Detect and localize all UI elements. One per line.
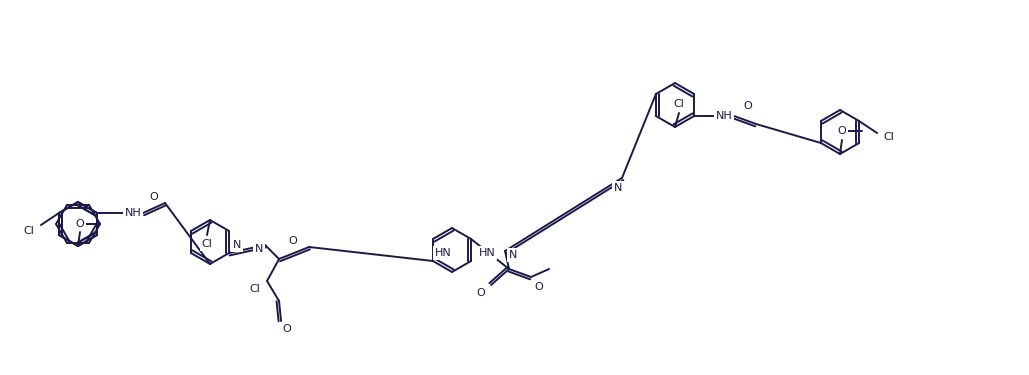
- Text: O: O: [838, 126, 847, 136]
- Text: O: O: [283, 324, 291, 334]
- Text: N: N: [255, 244, 263, 254]
- Text: NH: NH: [125, 208, 141, 218]
- Text: O: O: [535, 282, 543, 292]
- Text: Cl: Cl: [674, 99, 684, 109]
- Text: N: N: [509, 250, 518, 260]
- Text: O: O: [149, 192, 158, 202]
- Text: O: O: [289, 236, 297, 246]
- Text: N: N: [614, 183, 623, 193]
- Text: O: O: [476, 288, 486, 298]
- Text: Cl: Cl: [250, 284, 260, 294]
- Text: HN: HN: [478, 248, 495, 258]
- Text: Cl: Cl: [24, 226, 34, 236]
- Text: Cl: Cl: [884, 132, 894, 142]
- Text: Cl: Cl: [202, 239, 212, 249]
- Text: HN: HN: [434, 248, 452, 258]
- Text: N: N: [233, 240, 241, 250]
- Text: O: O: [744, 101, 752, 111]
- Text: O: O: [75, 219, 84, 229]
- Text: NH: NH: [716, 111, 733, 121]
